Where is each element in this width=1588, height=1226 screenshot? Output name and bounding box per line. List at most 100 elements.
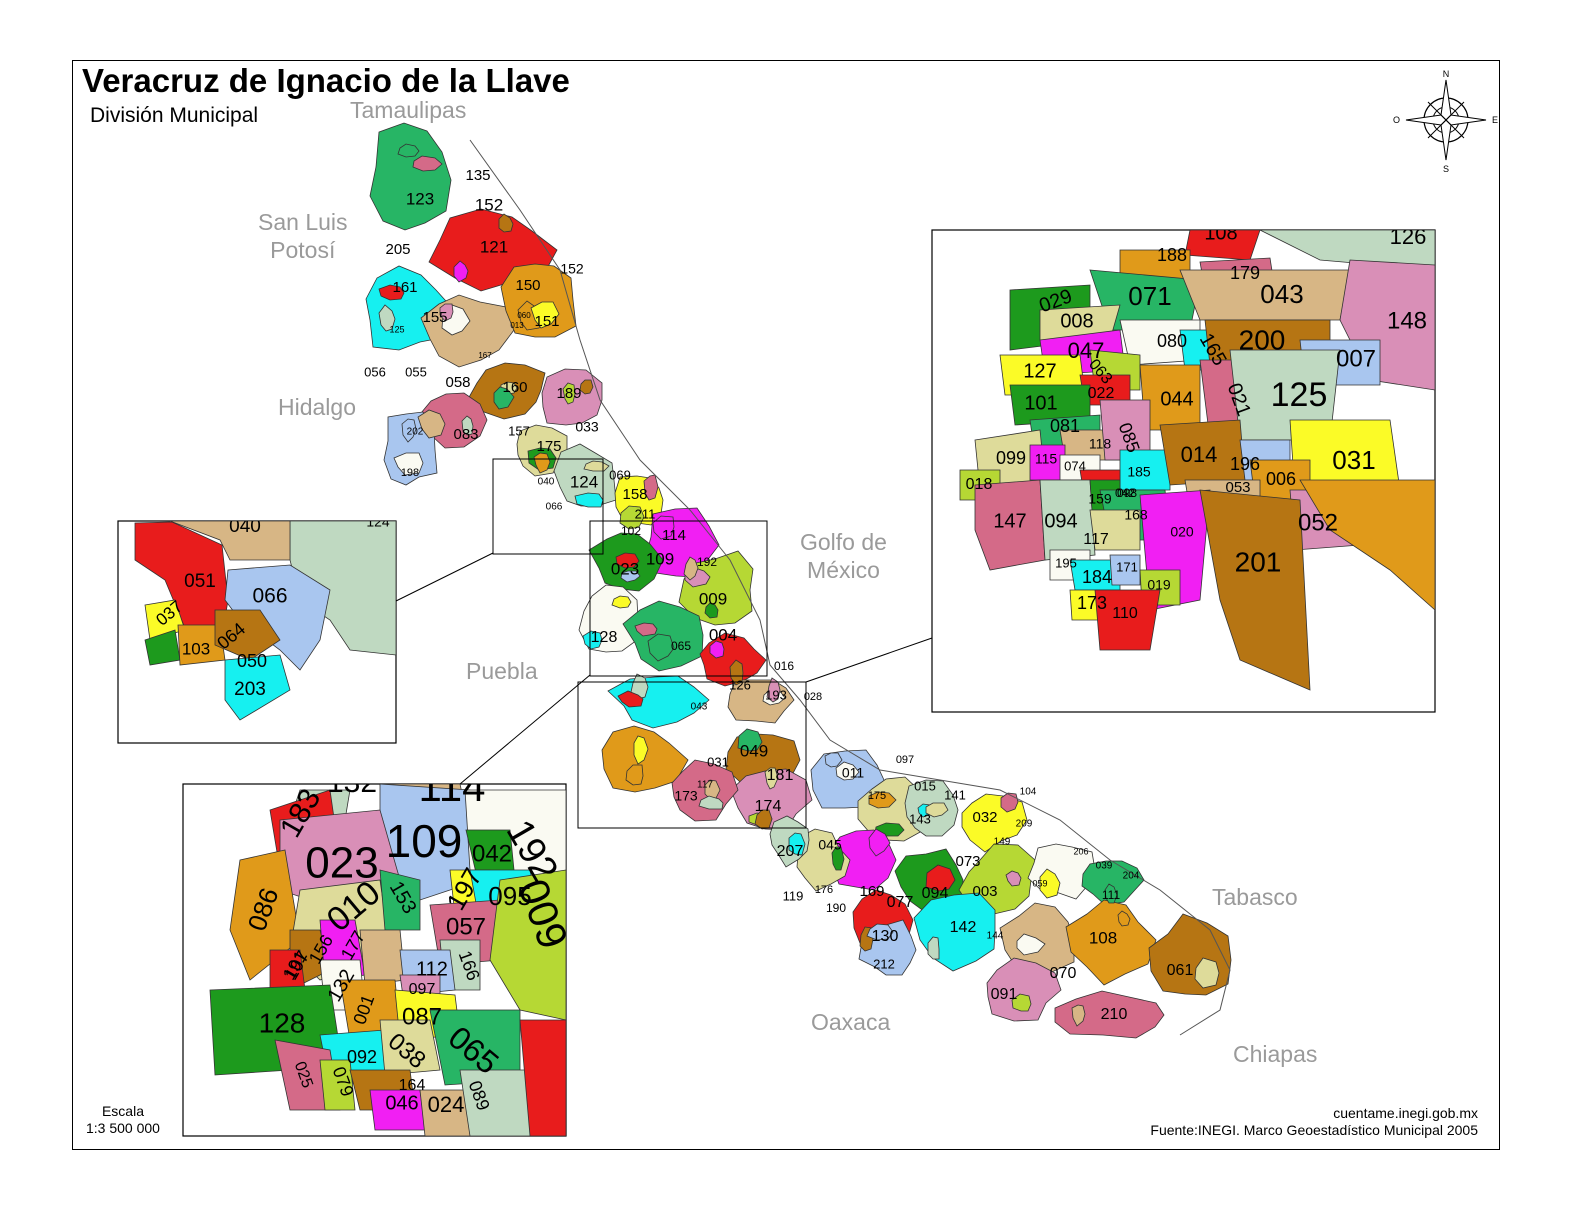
leader-line-bottom bbox=[459, 674, 591, 785]
municipality-shape bbox=[709, 640, 725, 659]
municipality-shape bbox=[647, 633, 675, 662]
municipality-label: 045 bbox=[818, 837, 842, 853]
municipality-label: 091 bbox=[991, 986, 1018, 1003]
municipality-shape bbox=[582, 630, 603, 650]
municipality-label: 060 bbox=[517, 311, 531, 320]
municipality-shape bbox=[1011, 993, 1032, 1012]
municipality-shape bbox=[461, 415, 474, 436]
municipality-label: 151 bbox=[534, 313, 559, 330]
municipality-label: 069 bbox=[609, 467, 631, 482]
municipality-label: 157 bbox=[508, 423, 530, 438]
municipality-label: 058 bbox=[445, 374, 470, 391]
municipality-label: 083 bbox=[453, 426, 478, 443]
municipality-label: 056 bbox=[364, 364, 386, 379]
inset-shape bbox=[319, 1059, 356, 1111]
municipality-label: 097 bbox=[896, 754, 914, 766]
municipality-shape bbox=[766, 677, 781, 703]
municipality-shape bbox=[788, 832, 806, 856]
compass-rose-icon: N S E O bbox=[1393, 69, 1498, 174]
compass-s: S bbox=[1443, 164, 1449, 174]
inset-shape bbox=[214, 609, 281, 661]
municipality-label: 108 bbox=[1089, 928, 1117, 947]
municipality-label: 206 bbox=[1073, 846, 1088, 856]
municipality-shape bbox=[453, 260, 469, 283]
municipality-shape bbox=[493, 386, 515, 410]
municipality-label: 144 bbox=[987, 931, 1004, 942]
municipality-label: 202 bbox=[407, 427, 424, 438]
municipality-shape bbox=[412, 155, 443, 172]
municipality-label: 055 bbox=[405, 364, 427, 379]
inset-label: 080 bbox=[1157, 331, 1187, 351]
inset-label: 148 bbox=[1387, 307, 1427, 334]
municipality-label: 114 bbox=[662, 527, 686, 544]
municipality-shape bbox=[683, 556, 699, 581]
municipality-label: 121 bbox=[480, 237, 508, 256]
inset-label: 099 bbox=[996, 448, 1026, 468]
municipality-label: 123 bbox=[406, 189, 434, 208]
inset-shape bbox=[1039, 479, 1096, 561]
inset-label: 132 bbox=[327, 766, 377, 799]
municipality-shape bbox=[401, 418, 417, 443]
inset-label: 051 bbox=[184, 571, 216, 592]
municipality-shape bbox=[498, 213, 514, 233]
inset-label: 125 bbox=[1271, 376, 1328, 414]
municipality-label: 198 bbox=[401, 467, 419, 479]
municipality-label: 150 bbox=[515, 277, 540, 294]
municipality-shape bbox=[615, 552, 640, 569]
municipality-shape bbox=[439, 303, 454, 322]
municipality-label: 167 bbox=[478, 351, 492, 360]
inset-label: 124 bbox=[366, 514, 390, 530]
municipality-label: 152 bbox=[475, 195, 503, 214]
neighbor-san-luis-potosi: San Luis Potosí bbox=[258, 209, 348, 263]
neighbor-tabasco: Tabasco bbox=[1212, 884, 1298, 910]
inset-shape bbox=[1109, 554, 1141, 586]
municipality-shape bbox=[369, 122, 452, 231]
municipality-shape bbox=[630, 673, 649, 700]
municipality-label: 061 bbox=[1167, 962, 1194, 979]
municipality-shape bbox=[1081, 860, 1145, 906]
leader-line-left bbox=[395, 552, 494, 602]
inset-label: 014 bbox=[1181, 442, 1218, 467]
municipality-label: 031 bbox=[707, 754, 729, 769]
municipality-shape bbox=[737, 728, 763, 752]
municipality-label: 125 bbox=[389, 324, 404, 334]
inset-label: 115 bbox=[1035, 451, 1058, 467]
inset-top-marker bbox=[577, 681, 807, 829]
inset-label: 203 bbox=[234, 679, 266, 700]
municipality-label: 204 bbox=[1123, 871, 1140, 882]
municipality-shape bbox=[533, 452, 551, 474]
municipality-label: 023 bbox=[611, 559, 639, 578]
neighbor-puebla: Puebla bbox=[466, 658, 538, 684]
inset-label: 050 bbox=[237, 651, 267, 671]
inset-label: 040 bbox=[229, 516, 261, 537]
inset-label: 171 bbox=[1116, 559, 1138, 574]
municipality-shape bbox=[1194, 957, 1220, 989]
municipality-label: 142 bbox=[950, 919, 977, 936]
inset-label: 126 bbox=[1390, 224, 1427, 249]
municipality-shape bbox=[625, 764, 644, 786]
inset-label: 024 bbox=[428, 1092, 465, 1117]
municipality-shape bbox=[796, 828, 851, 892]
municipality-shape bbox=[925, 802, 949, 818]
inset-label: 006 bbox=[1266, 469, 1296, 489]
municipality-label: 117 bbox=[697, 780, 713, 791]
municipality-label: 207 bbox=[777, 843, 804, 860]
municipality-shape bbox=[868, 828, 891, 857]
leader-line-top bbox=[805, 637, 933, 683]
inset-label: 008 bbox=[1060, 310, 1093, 332]
inset-label: 018 bbox=[966, 476, 993, 493]
municipality-shape bbox=[378, 304, 396, 332]
municipality-label: 013 bbox=[510, 321, 524, 330]
inset-left-marker bbox=[492, 458, 604, 555]
municipality-label: 111 bbox=[1102, 888, 1121, 902]
municipality-label: 189 bbox=[556, 385, 581, 402]
municipality-shape bbox=[824, 752, 843, 768]
inset-label: 057 bbox=[446, 913, 486, 940]
municipality-shape bbox=[562, 382, 576, 405]
municipality-label: 032 bbox=[972, 809, 997, 826]
municipality-label: 160 bbox=[502, 379, 527, 396]
municipality-label: 135 bbox=[465, 167, 490, 184]
municipality-label: 210 bbox=[1101, 1006, 1128, 1023]
